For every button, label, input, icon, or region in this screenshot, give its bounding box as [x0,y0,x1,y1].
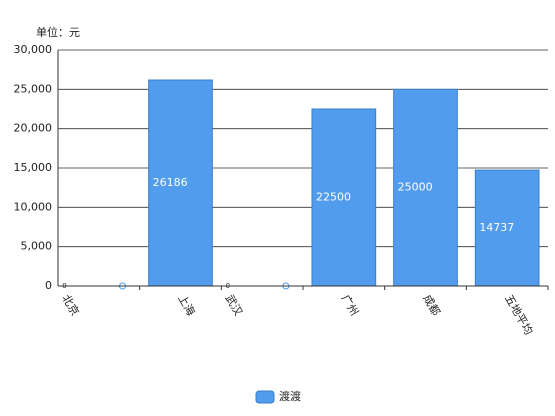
y-axis-label: 单位：元 [36,25,80,39]
y-tick-label: 0 [45,279,52,292]
x-tick-label: 成都 [420,293,442,319]
x-tick-label: 武汉 [223,293,245,319]
value-label: 14737 [479,221,514,234]
y-tick-label: 15,000 [14,161,53,174]
x-tick-label: 五地平均 [502,293,535,338]
y-tick-label: 30,000 [14,43,53,56]
value-label: 25000 [398,181,433,194]
bar [393,88,458,287]
legend-label: 渡渡 [279,389,301,403]
value-label: 26186 [153,176,188,189]
y-tick-label: 5,000 [21,240,53,253]
y-tick-label: 25,000 [14,82,53,95]
bar [311,108,377,287]
y-tick-label: 10,000 [14,200,53,213]
value-label: 22500 [316,191,351,204]
x-tick-label: 上海 [175,292,198,318]
legend-swatch [255,390,275,404]
y-tick-label: 20,000 [14,122,53,135]
x-tick-label: 北京 [59,292,82,318]
x-tick-label: 广州 [339,293,361,319]
